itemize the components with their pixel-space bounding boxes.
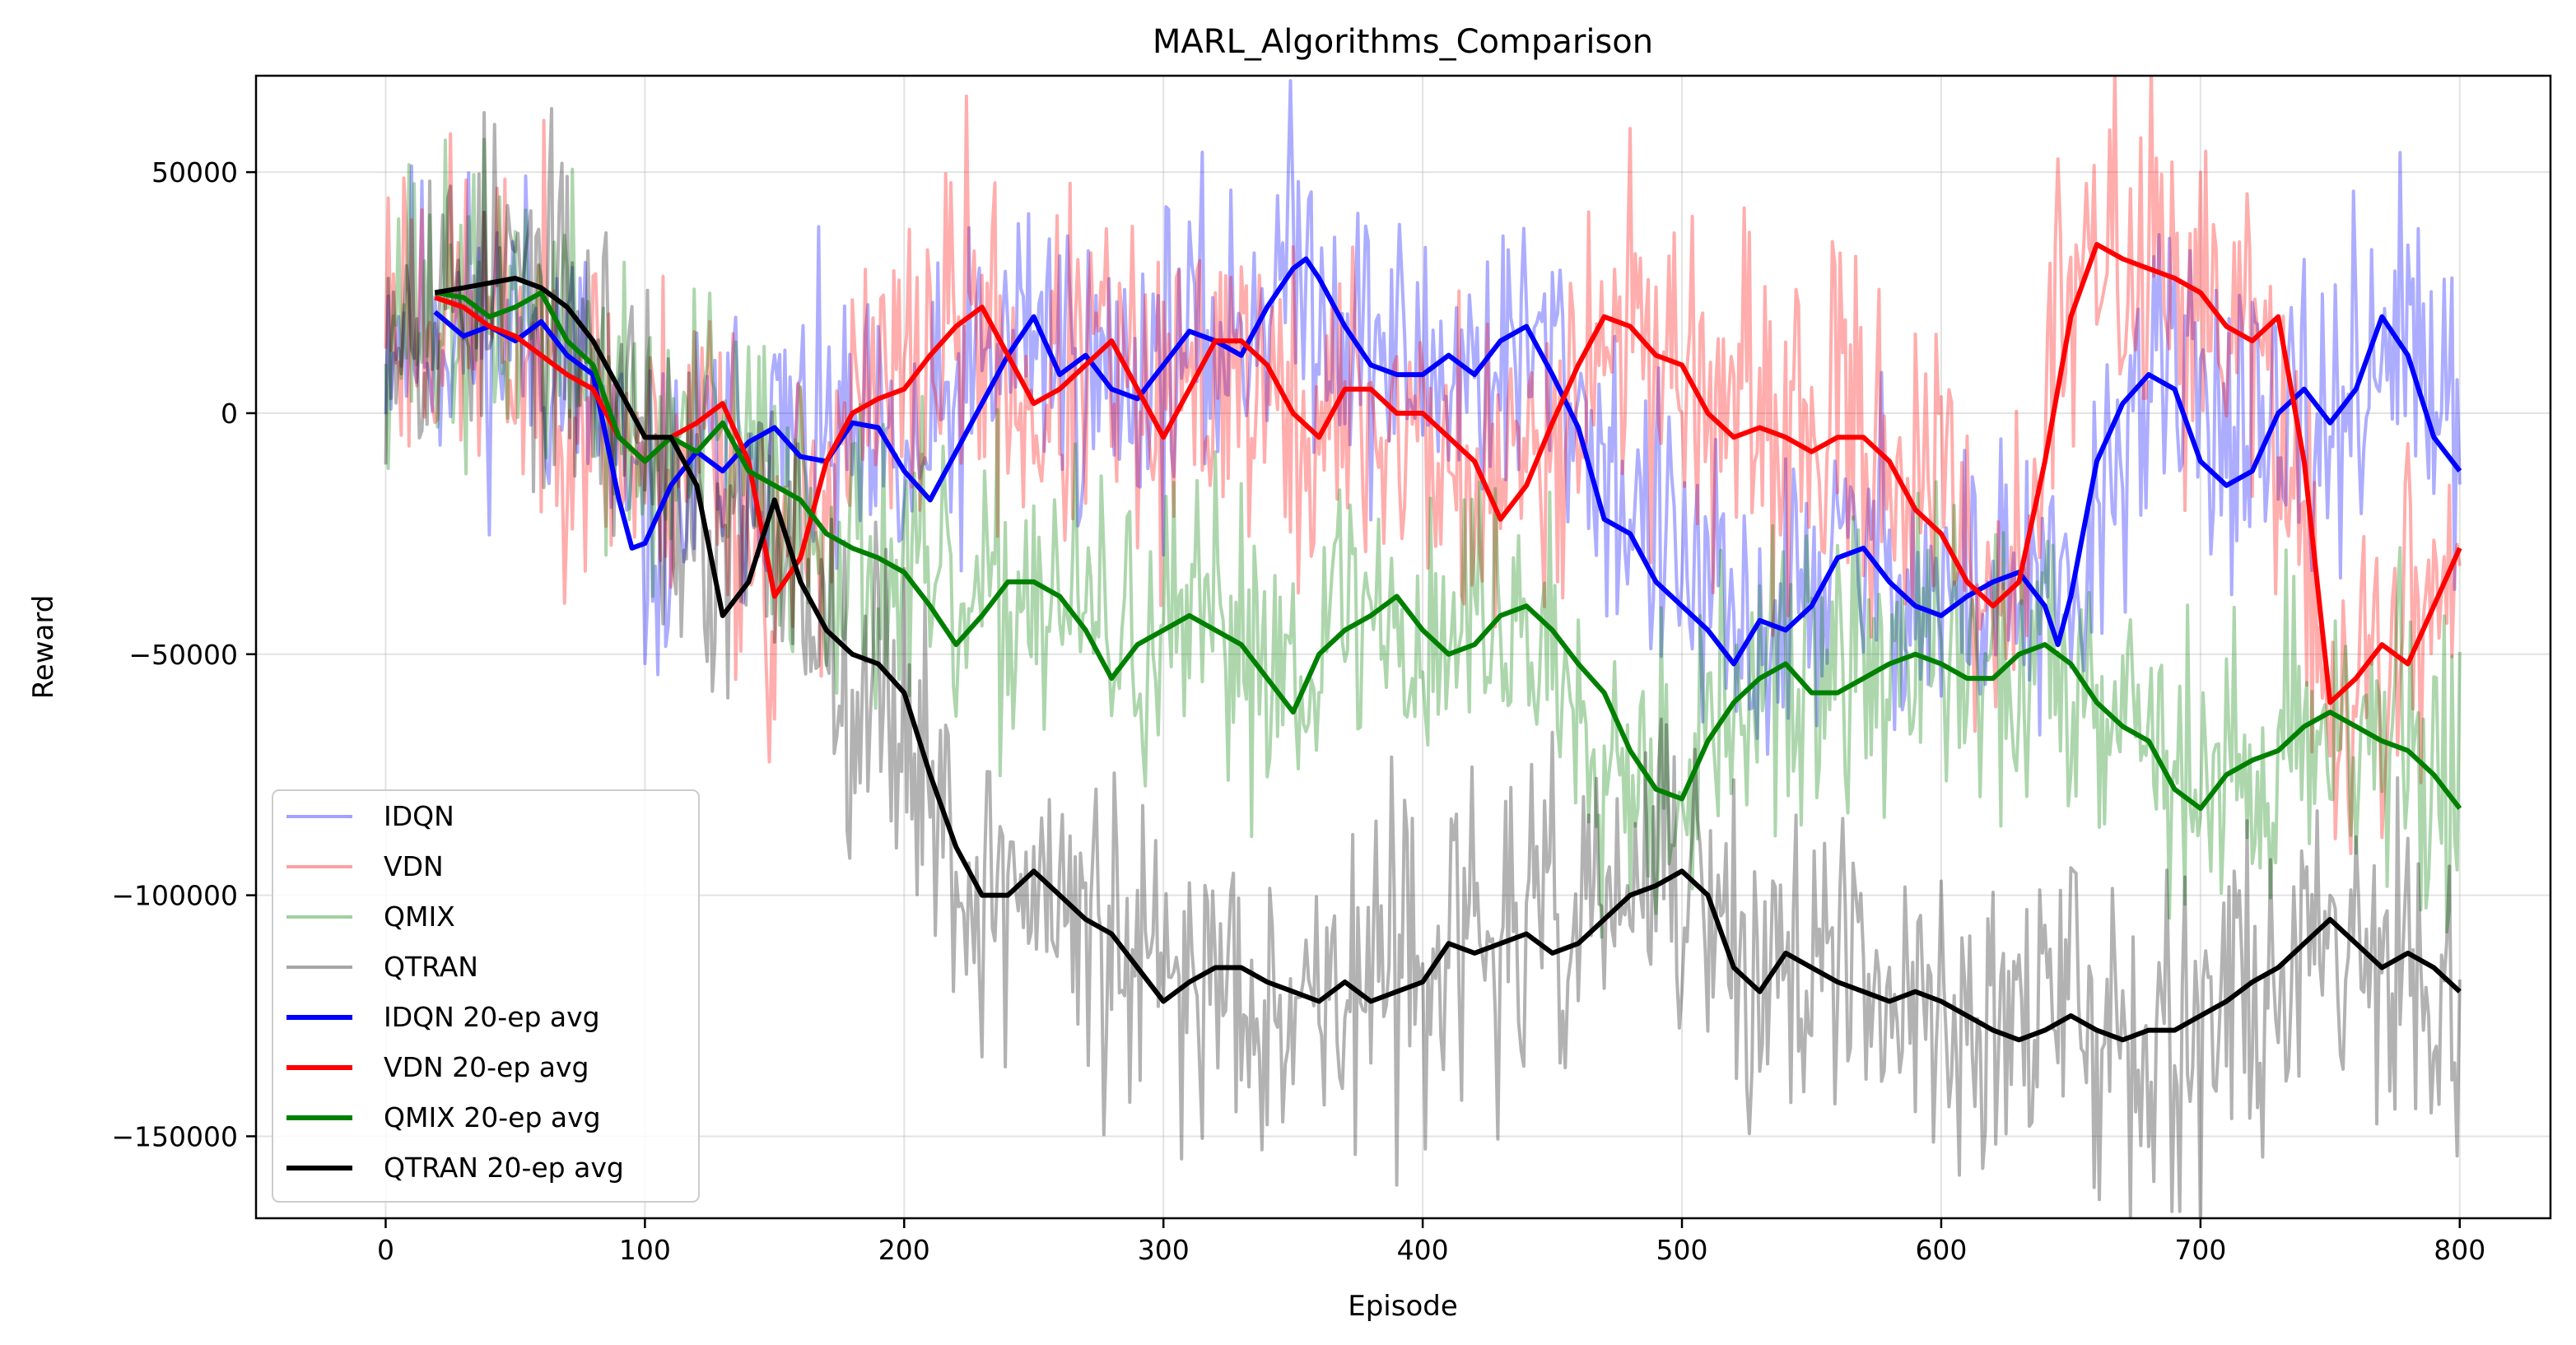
x-tick-label: 400 xyxy=(1397,1234,1449,1266)
legend: IDQN VDN QMIX QTRAN IDQN 20-ep avg VDN 20-ep … xyxy=(272,789,700,1203)
series-line-qtran-20-ep-avg xyxy=(434,276,2462,1043)
series-line-qmix-20-ep-avg xyxy=(434,290,2462,812)
y-axis-ticks: 50000 0 −50000 −100000 −150000 xyxy=(111,156,256,1152)
x-tick-label: 500 xyxy=(1656,1234,1708,1266)
y-tick-label: −150000 xyxy=(111,1120,238,1152)
x-tick-label: 100 xyxy=(619,1234,671,1266)
y-tick-label: −50000 xyxy=(128,639,238,671)
y-tick-label: 0 xyxy=(221,398,238,430)
series-line-qtran xyxy=(384,107,2462,1218)
x-tick-label: 200 xyxy=(878,1234,930,1266)
x-tick-label: 300 xyxy=(1138,1234,1190,1266)
x-axis-label: Episode xyxy=(1348,1290,1458,1323)
chart-title: MARL_Algorithms_Comparison xyxy=(1153,23,1653,61)
series-layer xyxy=(384,76,2462,1218)
y-tick-label: 50000 xyxy=(151,156,238,188)
legend-label-vdn-20-ep-avg: VDN 20-ep avg xyxy=(384,1051,589,1083)
legend-box xyxy=(272,789,700,1203)
legend-label-qmix: QMIX xyxy=(384,901,455,933)
x-tick-label: 700 xyxy=(2174,1234,2226,1266)
plot-frame xyxy=(254,74,2552,1220)
y-axis-label: Reward xyxy=(27,595,60,700)
legend-label-idqn-20-ep-avg: IDQN 20-ep avg xyxy=(384,1001,600,1033)
x-tick-label: 800 xyxy=(2434,1234,2485,1266)
x-axis-ticks: 0 100 200 300 400 500 600 700 800 xyxy=(377,1218,2485,1266)
series-line-vdn-20-ep-avg xyxy=(434,242,2462,705)
x-tick-label: 600 xyxy=(1915,1234,1967,1266)
legend-label-vdn: VDN xyxy=(384,850,444,882)
series-line-idqn xyxy=(384,79,2462,756)
y-tick-label: −100000 xyxy=(111,880,238,912)
legend-label-qtran-20-ep-avg: QTRAN 20-ep avg xyxy=(384,1152,624,1184)
x-tick-label: 0 xyxy=(377,1234,394,1266)
series-line-qmix xyxy=(384,137,2462,939)
legend-label-qmix-20-ep-avg: QMIX 20-ep avg xyxy=(384,1101,601,1133)
series-line-idqn-20-ep-avg xyxy=(433,256,2462,667)
series-line-vdn xyxy=(384,76,2462,855)
legend-label-idqn: IDQN xyxy=(384,800,454,832)
legend-label-qtran: QTRAN xyxy=(384,951,478,983)
